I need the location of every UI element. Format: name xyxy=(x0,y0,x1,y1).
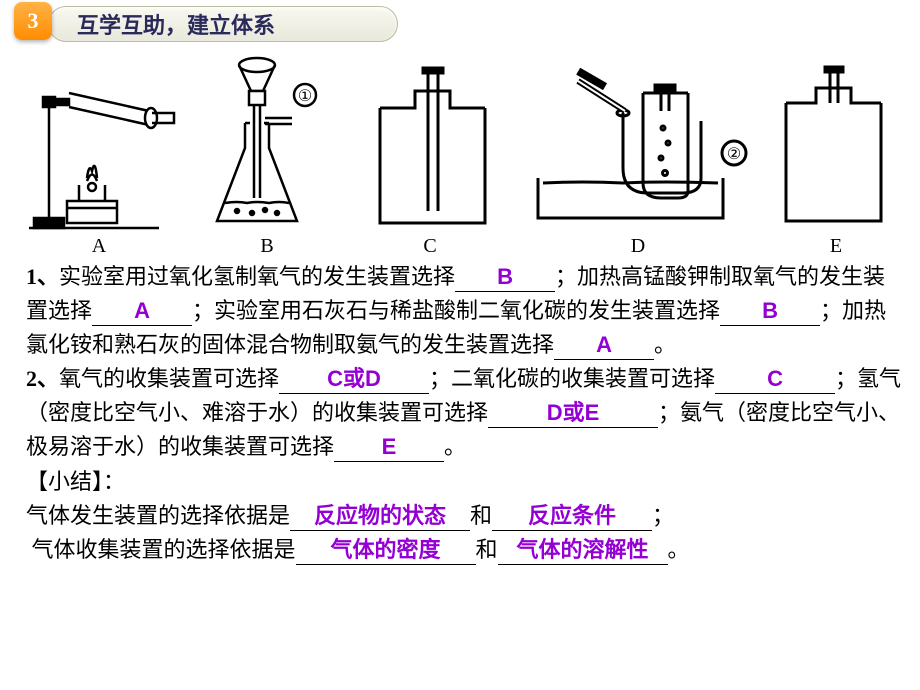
sum-l2end: 。 xyxy=(668,537,690,562)
label-c: C xyxy=(423,235,436,258)
q1-a1: B xyxy=(497,264,513,289)
summary-head: 【小结】： xyxy=(26,465,902,499)
label-d: D xyxy=(631,235,645,258)
apparatus-row: A ① B xyxy=(0,50,920,258)
label-b: B xyxy=(260,235,273,258)
apparatus-b: ① B xyxy=(197,53,337,258)
apparatus-b-svg: ① xyxy=(197,53,337,233)
circle-2: ② xyxy=(727,146,741,163)
section-badge: 3 xyxy=(14,2,52,40)
apparatus-a-svg xyxy=(19,63,179,233)
q1-t3: ；实验室用石灰石与稀盐酸制二氧化碳的发生装置选择 xyxy=(192,298,720,323)
apparatus-d: ② D xyxy=(523,63,753,258)
question-1: 1、实验室用过氧化氢制氧气的发生装置选择B；加热高锰酸钾制取氧气的发生装置选择A… xyxy=(26,260,902,362)
q2-a3: D或E xyxy=(547,400,600,425)
question-body: 1、实验室用过氧化氢制氧气的发生装置选择B；加热高锰酸钾制取氧气的发生装置选择A… xyxy=(0,258,920,567)
apparatus-c-svg xyxy=(355,63,505,233)
q1-a3: B xyxy=(762,298,778,323)
apparatus-e-svg xyxy=(771,63,901,233)
q1-a2: A xyxy=(134,298,150,323)
section-title: 互学互助，建立体系 xyxy=(48,6,398,42)
summary: 【小结】： 气体发生装置的选择依据是反应物的状态和反应条件； 气体收集装置的选择… xyxy=(26,465,902,567)
label-a: A xyxy=(92,235,106,258)
q2-a1: C或D xyxy=(327,366,381,391)
sum-l1ans1: 反应物的状态 xyxy=(314,503,446,528)
sum-l1mid: 和 xyxy=(470,503,492,528)
q2-a4: E xyxy=(382,434,397,459)
sum-l2a: 气体收集装置的选择依据是 xyxy=(32,537,296,562)
circle-1: ① xyxy=(298,88,312,105)
q1-num: 1、 xyxy=(26,264,59,289)
q1-t1: 实验室用过氧化氢制氧气的发生装置选择 xyxy=(59,264,455,289)
q2-t2: ；二氧化碳的收集装置可选择 xyxy=(429,366,715,391)
header: 3 互学互助，建立体系 xyxy=(0,0,920,50)
sum-l1a: 气体发生装置的选择依据是 xyxy=(26,503,290,528)
q1-t5: 。 xyxy=(654,332,676,357)
q2-a2: C xyxy=(767,366,783,391)
q2-t5: 。 xyxy=(444,434,466,459)
sum-l1end: ； xyxy=(652,503,674,528)
q2-t1: 氧气的收集装置可选择 xyxy=(59,366,279,391)
sum-l2ans1: 气体的密度 xyxy=(331,537,441,562)
apparatus-c: C xyxy=(355,63,505,258)
label-e: E xyxy=(830,235,842,258)
sum-l1ans2: 反应条件 xyxy=(528,503,616,528)
q2-num: 2、 xyxy=(26,366,59,391)
question-2: 2、氧气的收集装置可选择C或D；二氧化碳的收集装置可选择C；氢气（密度比空气小、… xyxy=(26,362,902,464)
sum-l2mid: 和 xyxy=(476,537,498,562)
apparatus-a: A xyxy=(19,63,179,258)
apparatus-d-svg: ② xyxy=(523,63,753,233)
sum-l2ans2: 气体的溶解性 xyxy=(517,537,649,562)
apparatus-e: E xyxy=(771,63,901,258)
q1-a4: A xyxy=(596,332,612,357)
